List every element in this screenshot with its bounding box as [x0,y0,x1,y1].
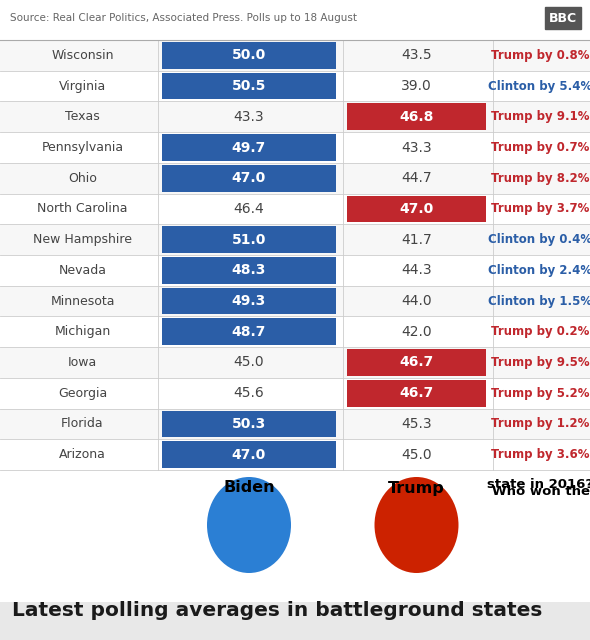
Text: Nevada: Nevada [58,264,107,277]
Text: Arizona: Arizona [59,448,106,461]
Text: state in 2016?: state in 2016? [487,478,590,491]
Text: 44.0: 44.0 [401,294,432,308]
FancyBboxPatch shape [0,285,590,316]
FancyBboxPatch shape [347,104,486,130]
Text: BBC: BBC [549,12,577,24]
Text: Trump: Trump [388,481,445,495]
FancyBboxPatch shape [0,224,590,255]
FancyBboxPatch shape [162,288,336,314]
Text: 48.7: 48.7 [232,324,266,339]
Text: Trump by 1.2%: Trump by 1.2% [491,417,589,431]
Ellipse shape [207,477,291,573]
Ellipse shape [375,477,458,573]
FancyBboxPatch shape [0,602,590,640]
Text: Trump by 0.2%: Trump by 0.2% [491,325,589,339]
FancyBboxPatch shape [347,196,486,222]
Text: 47.0: 47.0 [232,447,266,461]
Text: Clinton by 2.4%: Clinton by 2.4% [489,264,590,277]
FancyBboxPatch shape [162,442,336,468]
Text: 50.5: 50.5 [232,79,266,93]
Text: Ohio: Ohio [68,172,97,185]
Text: 45.3: 45.3 [401,417,432,431]
FancyBboxPatch shape [0,101,590,132]
FancyBboxPatch shape [347,380,486,406]
Text: Clinton by 5.4%: Clinton by 5.4% [489,79,590,93]
Text: Iowa: Iowa [68,356,97,369]
Text: Pennsylvania: Pennsylvania [41,141,123,154]
Text: 39.0: 39.0 [401,79,432,93]
Text: 45.0: 45.0 [401,447,432,461]
Text: 48.3: 48.3 [232,263,266,277]
Text: Trump by 5.2%: Trump by 5.2% [491,387,590,400]
FancyBboxPatch shape [162,411,336,437]
Text: Who won the: Who won the [491,485,589,498]
Text: 45.6: 45.6 [234,386,264,400]
Text: 44.3: 44.3 [401,263,432,277]
Text: 46.7: 46.7 [399,355,434,369]
Text: Michigan: Michigan [54,325,111,339]
FancyBboxPatch shape [162,134,336,161]
Text: North Carolina: North Carolina [37,202,128,216]
Text: Clinton by 1.5%: Clinton by 1.5% [489,294,590,308]
Text: Georgia: Georgia [58,387,107,400]
Text: 46.4: 46.4 [234,202,264,216]
Text: Trump by 8.2%: Trump by 8.2% [491,172,590,185]
Text: Trump by 3.7%: Trump by 3.7% [491,202,589,216]
Text: 45.0: 45.0 [234,355,264,369]
Text: Florida: Florida [61,417,104,431]
Text: 44.7: 44.7 [401,172,432,185]
Text: Latest polling averages in battleground states: Latest polling averages in battleground … [12,600,542,620]
FancyBboxPatch shape [162,257,336,284]
Text: 50.3: 50.3 [232,417,266,431]
Text: 46.8: 46.8 [399,110,434,124]
Text: 42.0: 42.0 [401,324,432,339]
Text: Trump by 9.5%: Trump by 9.5% [491,356,590,369]
Text: Biden: Biden [223,481,275,495]
Text: Virginia: Virginia [59,79,106,93]
Text: Trump by 3.6%: Trump by 3.6% [491,448,590,461]
Text: Trump by 0.7%: Trump by 0.7% [491,141,589,154]
Text: 49.7: 49.7 [232,141,266,154]
Text: 41.7: 41.7 [401,233,432,246]
Text: 49.3: 49.3 [232,294,266,308]
Text: 43.3: 43.3 [234,110,264,124]
Text: Clinton by 0.4%: Clinton by 0.4% [489,233,590,246]
Text: New Hampshire: New Hampshire [33,233,132,246]
FancyBboxPatch shape [347,349,486,376]
Text: Trump by 9.1%: Trump by 9.1% [491,110,590,124]
Text: 47.0: 47.0 [399,202,434,216]
Text: Trump by 0.8%: Trump by 0.8% [491,49,590,62]
Text: Wisconsin: Wisconsin [51,49,114,62]
FancyBboxPatch shape [162,73,336,99]
Text: 47.0: 47.0 [232,172,266,185]
Text: 51.0: 51.0 [232,233,266,246]
FancyBboxPatch shape [0,347,590,378]
Text: 46.7: 46.7 [399,386,434,400]
FancyBboxPatch shape [0,408,590,439]
Text: 50.0: 50.0 [232,49,266,62]
FancyBboxPatch shape [162,42,336,68]
FancyBboxPatch shape [162,227,336,253]
Text: Minnesota: Minnesota [50,294,114,308]
Text: 43.3: 43.3 [401,141,432,154]
FancyBboxPatch shape [162,319,336,345]
FancyBboxPatch shape [0,163,590,193]
Text: Texas: Texas [65,110,100,124]
Text: 43.5: 43.5 [401,49,432,62]
FancyBboxPatch shape [162,165,336,191]
Text: Source: Real Clear Politics, Associated Press. Polls up to 18 August: Source: Real Clear Politics, Associated … [10,13,357,23]
FancyBboxPatch shape [0,40,590,70]
